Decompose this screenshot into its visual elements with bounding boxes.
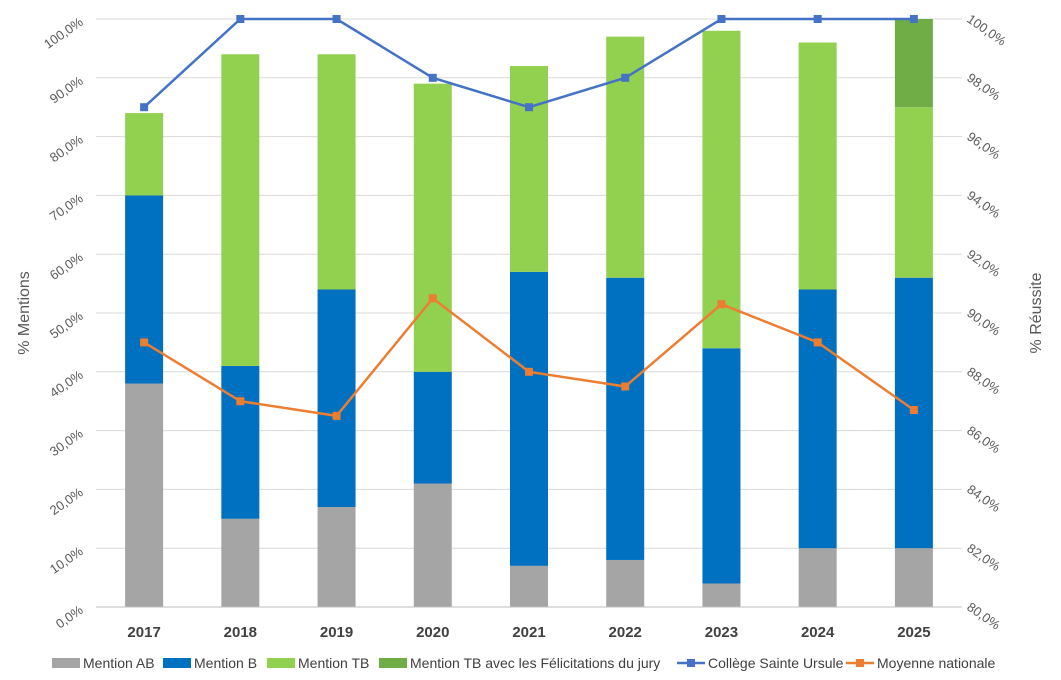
legend-swatch — [379, 658, 407, 668]
bar-mention-ab-2024 — [798, 548, 837, 607]
marker-coll-ge-sainte-ursule-2023 — [717, 15, 726, 23]
marker-coll-ge-sainte-ursule-2019 — [332, 15, 341, 23]
left-tick-label: 90,0% — [47, 73, 86, 107]
bar-mention-b-2024 — [798, 289, 837, 549]
legend-label: Mention B — [194, 655, 257, 671]
bar-mention-ab-2023 — [702, 583, 741, 607]
right-tick-label: 92,0% — [964, 246, 1003, 280]
right-tick-label: 88,0% — [964, 364, 1003, 398]
category-labels: 2017 2018 2019 2020 2021 2022 2023 2024 2025 — [127, 624, 930, 641]
bar-mention-tb-2022 — [606, 36, 645, 278]
lines — [140, 15, 918, 420]
bar-mention-b-2023 — [702, 348, 741, 584]
marker-moyenne-nationale-2017 — [140, 338, 149, 347]
left-tick-label: 10,0% — [47, 543, 86, 577]
right-axis-title: % Réussite — [1028, 272, 1045, 353]
marker-coll-ge-sainte-ursule-2017 — [140, 103, 149, 112]
right-tick-label: 84,0% — [964, 482, 1003, 516]
category-label-2019: 2019 — [320, 624, 353, 641]
marker-coll-ge-sainte-ursule-2021 — [525, 103, 533, 112]
bar-mention-ab-2020 — [413, 483, 452, 607]
right-tick-label: 94,0% — [964, 188, 1003, 222]
left-tick-label: 50,0% — [47, 308, 86, 342]
bar-mention-tb-2019 — [317, 54, 356, 290]
marker-moyenne-nationale-2024 — [813, 338, 822, 347]
bar-mention-b-2020 — [413, 371, 452, 484]
category-label-2023: 2023 — [705, 624, 738, 641]
bar-mention-b-2018 — [221, 365, 260, 519]
right-tick-label: 86,0% — [964, 423, 1003, 457]
category-label-2017: 2017 — [127, 624, 160, 641]
legend-swatch-marker — [856, 659, 864, 667]
left-tick-label: 30,0% — [47, 426, 86, 460]
bar-mention-b-2021 — [510, 271, 548, 566]
bar-mention-tb-2020 — [413, 83, 452, 372]
marker-coll-ge-sainte-ursule-2025 — [909, 15, 918, 23]
bar-mention-ab-2017 — [125, 383, 164, 607]
category-label-2025: 2025 — [897, 624, 930, 641]
marker-moyenne-nationale-2025 — [909, 406, 918, 415]
category-label-2020: 2020 — [416, 624, 449, 641]
left-tick-label: 60,0% — [47, 249, 86, 283]
left-axis-title: % Mentions — [16, 271, 33, 355]
bar-mention-tb-avec-les-f-licitations-du-jury-2025 — [894, 19, 933, 108]
bar-mention-tb-2023 — [702, 30, 741, 349]
marker-coll-ge-sainte-ursule-2020 — [428, 73, 437, 82]
legend-swatch-marker — [687, 659, 695, 667]
legend-swatch — [52, 658, 80, 668]
legend: Mention AB Mention B Mention TB Mention TB … — [52, 655, 996, 671]
marker-coll-ge-sainte-ursule-2024 — [813, 15, 822, 23]
legend-label: Mention TB — [298, 655, 369, 671]
bar-mention-tb-2017 — [125, 113, 164, 196]
marker-moyenne-nationale-2023 — [717, 300, 726, 309]
left-tick-label: 80,0% — [47, 132, 86, 166]
marker-coll-ge-sainte-ursule-2022 — [621, 73, 630, 82]
bar-mention-ab-2025 — [894, 548, 933, 607]
legend-swatch — [267, 658, 295, 668]
left-tick-label: 40,0% — [47, 367, 86, 401]
bar-mention-b-2019 — [317, 289, 356, 508]
category-label-2021: 2021 — [512, 624, 545, 641]
legend-label: Collège Sainte Ursule — [708, 655, 844, 671]
marker-moyenne-nationale-2021 — [525, 367, 533, 376]
right-tick-label: 98,0% — [964, 70, 1003, 104]
bars — [125, 19, 933, 607]
left-axis-ticks: 0,0% 10,0% 20,0% 30,0% 40,0% 50,0% 60,0% 70,0% 8… — [41, 14, 86, 632]
marker-moyenne-nationale-2019 — [332, 411, 341, 420]
right-tick-label: 100,0% — [964, 11, 1009, 49]
category-label-2018: 2018 — [224, 624, 257, 641]
bar-mention-tb-2021 — [510, 66, 548, 272]
left-tick-label: 70,0% — [47, 190, 86, 224]
bar-mention-ab-2022 — [606, 559, 645, 607]
right-tick-label: 82,0% — [964, 540, 1003, 574]
legend-swatch — [163, 658, 191, 668]
bar-mention-ab-2021 — [510, 565, 548, 607]
bar-mention-b-2017 — [125, 195, 164, 384]
category-label-2022: 2022 — [609, 624, 642, 641]
bar-mention-ab-2019 — [317, 507, 356, 607]
right-tick-label: 80,0% — [964, 599, 1003, 633]
marker-moyenne-nationale-2018 — [236, 397, 245, 406]
left-tick-label: 0,0% — [53, 602, 86, 632]
bar-mention-ab-2018 — [221, 518, 260, 607]
bar-mention-tb-2018 — [221, 54, 260, 366]
bar-mention-tb-2024 — [798, 42, 837, 290]
legend-label: Mention TB avec les Félicitations du jur… — [410, 655, 660, 671]
right-tick-label: 90,0% — [964, 305, 1003, 339]
bar-mention-tb-2025 — [894, 107, 933, 278]
left-tick-label: 20,0% — [47, 484, 86, 518]
marker-moyenne-nationale-2022 — [621, 382, 630, 391]
left-tick-label: 100,0% — [41, 14, 86, 52]
bar-mention-b-2022 — [606, 277, 645, 560]
legend-label: Mention AB — [83, 655, 155, 671]
category-label-2024: 2024 — [801, 624, 835, 641]
right-tick-label: 96,0% — [964, 129, 1003, 163]
legend-label: Moyenne nationale — [877, 655, 996, 671]
marker-moyenne-nationale-2020 — [428, 294, 437, 303]
right-axis-ticks: 80,0% 82,0% 84,0% 86,0% 88,0% 90,0% 92,0% 94,0%… — [964, 11, 1009, 633]
marker-coll-ge-sainte-ursule-2018 — [236, 15, 245, 23]
